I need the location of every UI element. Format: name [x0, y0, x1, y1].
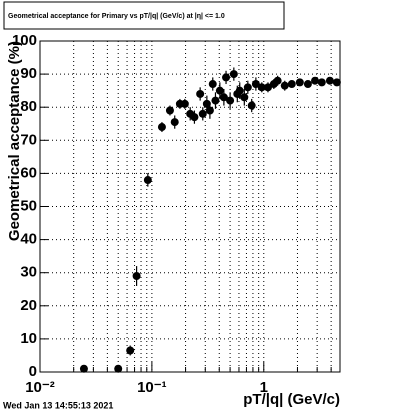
data-point: [205, 106, 214, 115]
x-axis-label: pT/|q| (GeV/c): [243, 391, 340, 408]
data-point: [165, 106, 174, 115]
data-point: [332, 78, 341, 87]
data-point: [243, 83, 252, 92]
y-tick-label: 0: [29, 363, 37, 380]
data-point: [215, 86, 224, 95]
data-point: [247, 101, 256, 110]
data-point: [240, 93, 249, 102]
y-tick-label: 50: [20, 197, 37, 214]
timestamp: Wed Jan 13 14:55:13 2021: [3, 400, 113, 410]
y-tick-label: 90: [20, 65, 37, 82]
data-point: [190, 113, 199, 122]
y-tick-label: 40: [20, 231, 37, 248]
x-tick-label: 10⁻¹: [137, 379, 167, 396]
data-point: [202, 99, 211, 108]
data-point: [126, 346, 135, 355]
y-tick-label: 20: [20, 297, 37, 314]
data-point: [208, 80, 217, 89]
title-box: [3, 1, 285, 30]
data-point: [143, 176, 152, 185]
y-tick-label: 100: [12, 32, 37, 49]
data-point: [180, 99, 189, 108]
data-point: [251, 80, 260, 89]
data-point: [280, 81, 289, 90]
data-point: [196, 89, 205, 98]
data-point: [311, 76, 320, 85]
y-axis-label: Geometrical acceptance (%): [6, 41, 23, 241]
data-point: [114, 364, 123, 373]
y-tick-label: 60: [20, 164, 37, 181]
data-point: [325, 76, 334, 85]
data-point: [273, 76, 282, 85]
data-point: [211, 96, 220, 105]
data-point: [219, 93, 228, 102]
y-tick-label: 10: [20, 330, 37, 347]
plot-frame: [39, 40, 341, 373]
y-tick-label: 80: [20, 98, 37, 115]
y-tick-label: 30: [20, 264, 37, 281]
data-point: [295, 78, 304, 87]
x-tick-label: 1: [260, 379, 268, 396]
y-tick-label: 70: [20, 131, 37, 148]
data-point: [229, 70, 238, 79]
data-point: [157, 123, 166, 132]
data-point: [263, 83, 272, 92]
data-point: [79, 364, 88, 373]
data-point: [198, 109, 207, 118]
data-point: [170, 118, 179, 127]
data-point: [317, 78, 326, 87]
chart-title: Geometrical acceptance for Primary vs pT…: [8, 13, 225, 20]
data-point: [132, 272, 141, 281]
data-point: [235, 86, 244, 95]
data-point: [257, 83, 266, 92]
x-tick-label: 10⁻²: [25, 379, 55, 396]
data-point: [222, 73, 231, 82]
data-point: [303, 80, 312, 89]
data-point: [226, 96, 235, 105]
data-point: [287, 80, 296, 89]
